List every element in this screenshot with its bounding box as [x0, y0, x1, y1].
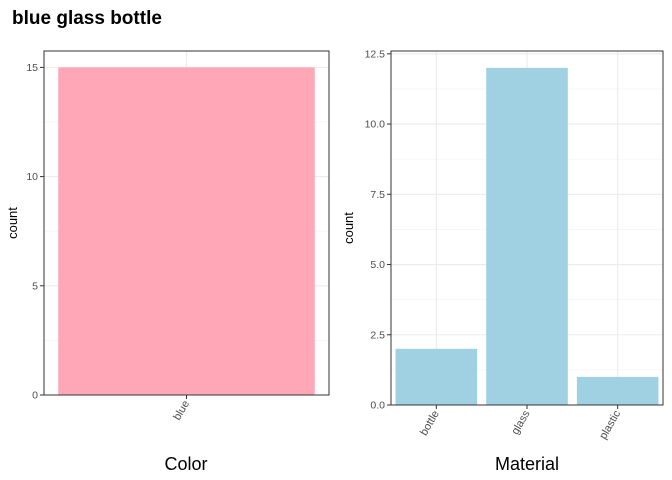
bar-glass: [486, 67, 568, 405]
x-axis-label: Material: [495, 454, 559, 474]
y-tick-label: 5: [32, 280, 38, 292]
y-tick-label: 0: [32, 390, 38, 402]
y-tick-label: 5.0: [370, 259, 385, 271]
y-tick-label: 0.0: [370, 400, 385, 412]
x-tick-label: bottle: [418, 409, 442, 438]
x-tick-label: glass: [509, 408, 532, 437]
y-axis-label: count: [5, 207, 20, 239]
y-tick-label: 10: [26, 171, 38, 183]
y-tick-label: 15: [26, 62, 38, 74]
chart-panel-2: 0.0 2.5 5.0 7.5 10.0 12.5 bottle glass plastic Ma…: [341, 48, 664, 474]
y-axis-label: count: [341, 212, 356, 244]
chart-panel-1: 0 5 10 15 blue Color count: [5, 50, 330, 474]
chart-title: blue glass bottle: [12, 8, 162, 29]
x-tick-label: plastic: [597, 408, 623, 441]
y-tick-label: 2.5: [370, 329, 385, 341]
x-tick-label: blue: [171, 399, 192, 423]
bar-blue: [58, 67, 315, 395]
y-tick-label: 12.5: [365, 48, 386, 60]
bar-plastic: [576, 376, 659, 405]
y-tick-label: 10.0: [365, 119, 386, 131]
y-tick-label: 7.5: [370, 189, 385, 201]
x-axis-label: Color: [164, 454, 207, 474]
bar-bottle: [395, 348, 478, 405]
